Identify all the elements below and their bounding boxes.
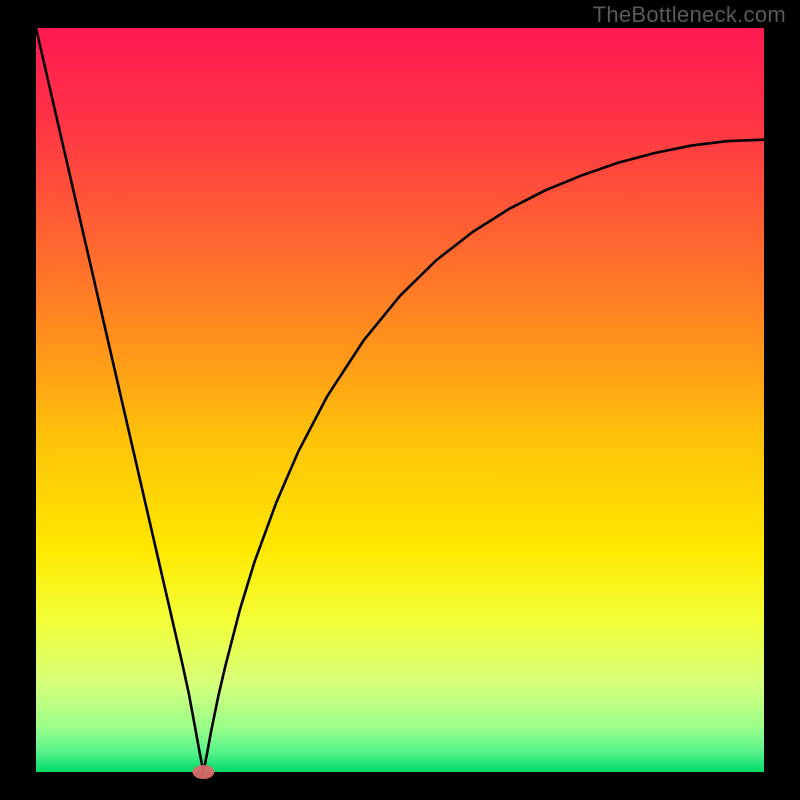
chart-container: TheBottleneck.com <box>0 0 800 800</box>
plot-area <box>36 28 764 772</box>
bottleneck-chart <box>0 0 800 800</box>
min-marker <box>192 765 214 779</box>
